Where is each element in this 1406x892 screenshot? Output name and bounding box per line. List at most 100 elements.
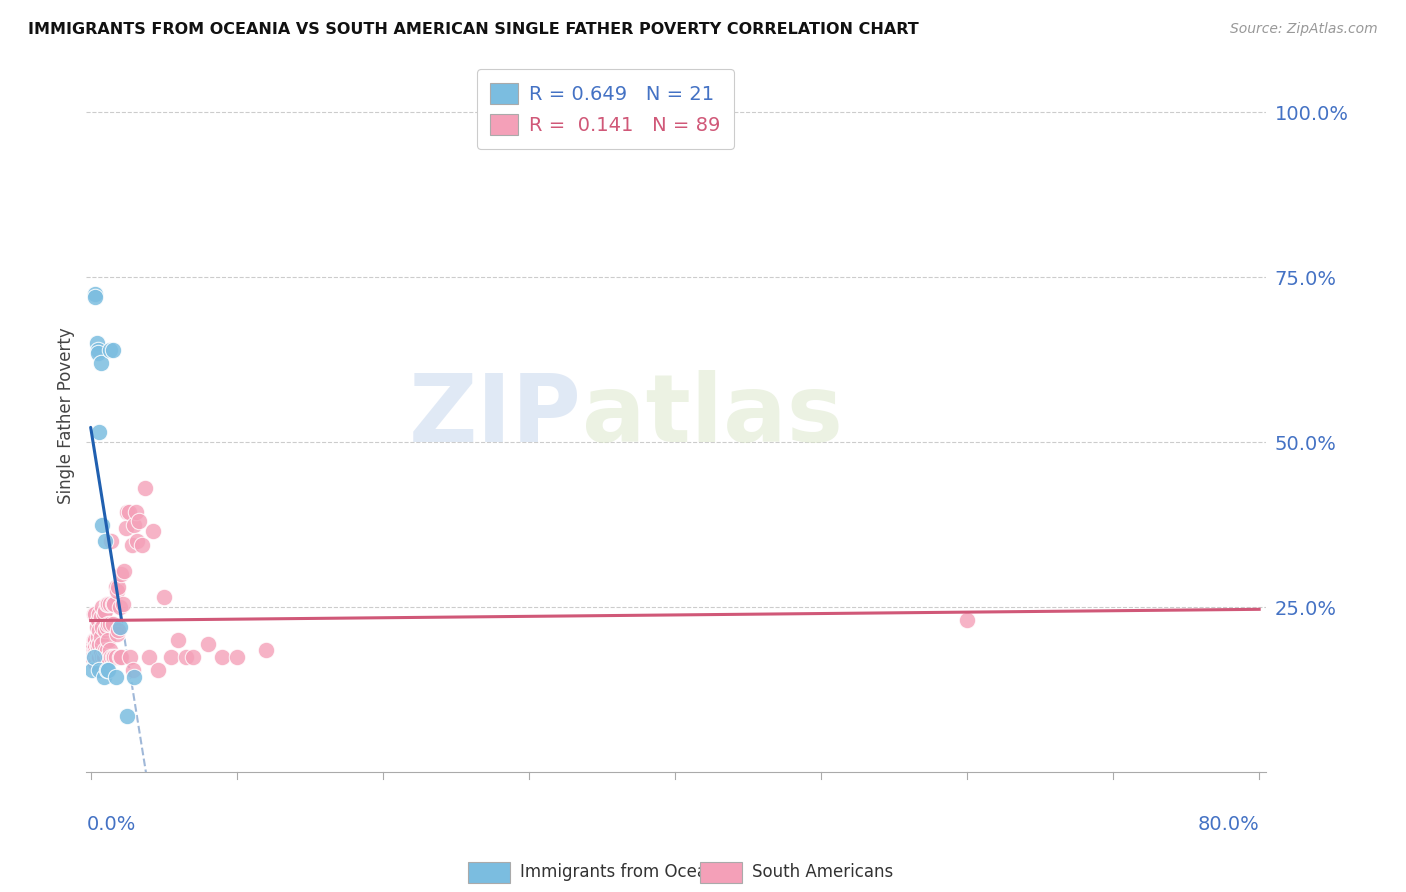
Point — [120, 649, 142, 664]
Point — [96, 663, 118, 677]
Point — [174, 649, 197, 664]
Point — [89, 649, 111, 664]
Text: 80.0%: 80.0% — [1198, 815, 1260, 834]
Point — [211, 649, 233, 664]
Point — [108, 600, 131, 615]
Point — [96, 643, 118, 657]
Point — [91, 636, 114, 650]
Point — [122, 663, 145, 677]
Point — [94, 534, 117, 549]
Point — [115, 709, 138, 723]
Point — [93, 607, 115, 621]
Point — [86, 336, 108, 351]
Point — [108, 649, 131, 664]
Point — [97, 597, 120, 611]
Point — [87, 346, 110, 360]
Point — [83, 607, 105, 621]
Point — [82, 640, 104, 654]
Point — [89, 624, 111, 638]
Point — [181, 649, 204, 664]
Point — [103, 597, 125, 611]
Point — [254, 643, 277, 657]
Point — [84, 633, 107, 648]
Point — [100, 534, 122, 549]
Point — [138, 649, 160, 664]
Point — [93, 649, 115, 664]
Point — [103, 649, 125, 664]
Point — [197, 636, 219, 650]
Point — [104, 669, 127, 683]
Point — [94, 603, 117, 617]
Point — [98, 597, 121, 611]
Point — [134, 482, 156, 496]
Point — [89, 636, 111, 650]
Point — [86, 647, 108, 661]
Point — [96, 597, 118, 611]
Point — [89, 663, 111, 677]
Point — [97, 633, 120, 648]
Point — [83, 633, 105, 648]
Point — [90, 630, 112, 644]
Point — [87, 614, 110, 628]
Point — [107, 581, 129, 595]
Point — [93, 669, 115, 683]
Point — [84, 290, 107, 304]
Point — [107, 624, 129, 638]
Point — [84, 640, 107, 654]
Point — [956, 614, 979, 628]
Point — [118, 505, 141, 519]
Point — [131, 537, 153, 551]
Point — [87, 649, 110, 664]
Point — [100, 649, 122, 664]
Point — [94, 624, 117, 638]
Point — [87, 640, 110, 654]
Point — [89, 425, 111, 440]
Point — [101, 649, 124, 664]
Point — [84, 647, 107, 661]
Point — [84, 286, 107, 301]
Point — [98, 643, 121, 657]
Point — [83, 649, 105, 664]
Point — [110, 649, 132, 664]
Point — [90, 356, 112, 370]
Point — [86, 636, 108, 650]
Point — [104, 581, 127, 595]
Point — [97, 663, 120, 677]
Text: ZIP: ZIP — [409, 370, 582, 462]
Point — [124, 669, 146, 683]
Text: IMMIGRANTS FROM OCEANIA VS SOUTH AMERICAN SINGLE FATHER POVERTY CORRELATION CHAR: IMMIGRANTS FROM OCEANIA VS SOUTH AMERICA… — [28, 22, 920, 37]
Point — [90, 647, 112, 661]
Point — [114, 521, 136, 535]
Point — [96, 620, 118, 634]
Text: 0.0%: 0.0% — [86, 815, 135, 834]
Text: South Americans: South Americans — [752, 863, 893, 881]
Point — [101, 343, 124, 357]
Point — [115, 505, 138, 519]
Point — [89, 607, 111, 621]
Point — [87, 630, 110, 644]
Point — [128, 515, 150, 529]
Point — [82, 649, 104, 664]
Point — [87, 343, 110, 357]
Y-axis label: Single Father Poverty: Single Father Poverty — [58, 327, 75, 504]
Point — [91, 517, 114, 532]
Point — [97, 616, 120, 631]
Point — [83, 643, 105, 657]
Point — [142, 524, 165, 539]
Point — [125, 505, 148, 519]
Point — [152, 591, 174, 605]
Point — [111, 597, 134, 611]
Point — [94, 643, 117, 657]
Point — [104, 649, 127, 664]
Point — [83, 649, 105, 664]
Point — [91, 649, 114, 664]
Point — [97, 649, 120, 664]
Text: atlas: atlas — [582, 370, 844, 462]
Point — [124, 517, 146, 532]
Point — [108, 620, 131, 634]
Point — [82, 663, 104, 677]
Point — [112, 564, 135, 578]
Point — [98, 343, 121, 357]
Point — [86, 620, 108, 634]
Point — [98, 616, 121, 631]
